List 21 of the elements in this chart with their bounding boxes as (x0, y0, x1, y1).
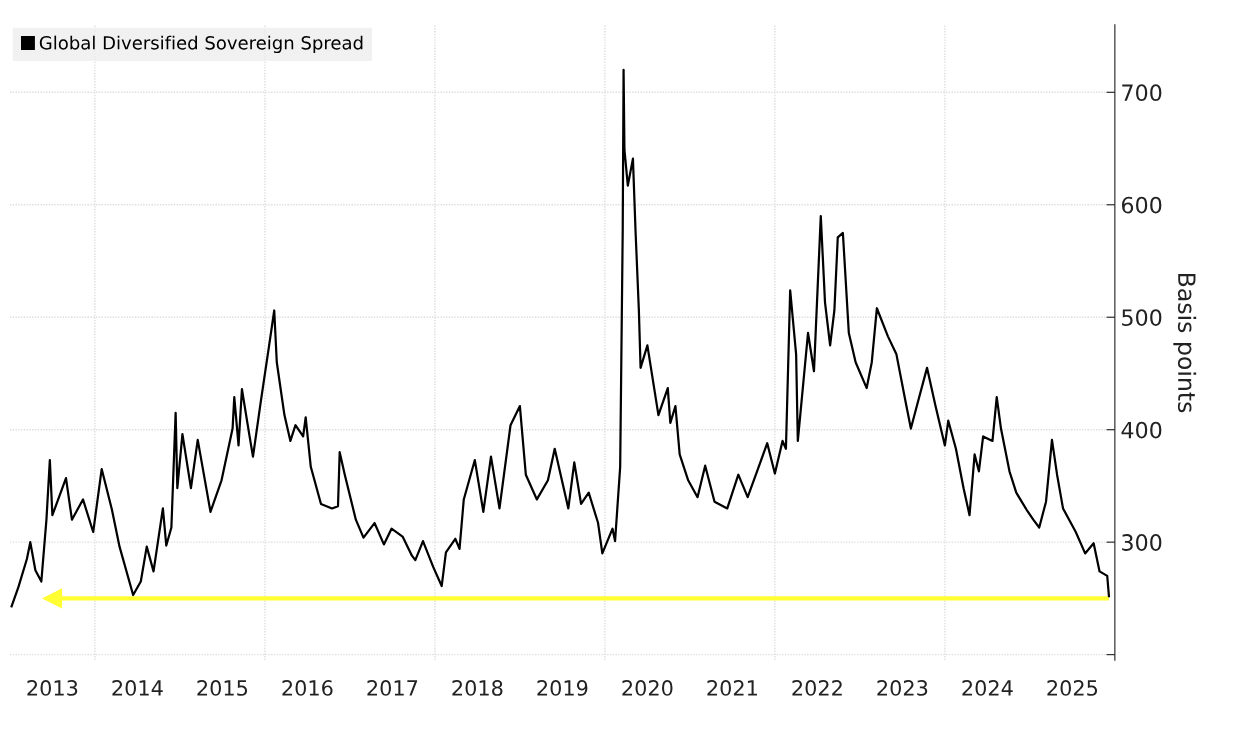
x-tick-label: 2015 (197, 680, 248, 696)
y-tick-label: 300 (1122, 534, 1162, 551)
x-tick-label: 2013 (27, 680, 78, 696)
x-tick-label: 2020 (622, 680, 673, 696)
x-tick-label: 2017 (367, 680, 418, 696)
y-tick-label: 700 (1122, 84, 1162, 102)
y-axis-title: Basis points (1173, 273, 1197, 413)
y-tick-label: 400 (1121, 421, 1162, 439)
x-tick-label: 2024 (962, 680, 1013, 696)
x-tick-label: 2018 (452, 680, 503, 696)
line-series (10, 68, 1111, 608)
y-tick-label: 500 (1122, 309, 1162, 326)
x-tick-label: 2016 (282, 680, 333, 696)
y-tick-label: 600 (1121, 196, 1162, 214)
x-tick-label: 2021 (707, 680, 757, 696)
x-tick-label: 2014 (112, 680, 163, 696)
legend-label: Global Diversified Sovereign Spread (39, 35, 363, 54)
x-tick-label: 2022 (792, 680, 842, 696)
x-tick-label: 2019 (537, 680, 588, 696)
x-tick-label: 2025 (1047, 680, 1098, 696)
x-tick-label: 2023 (877, 680, 928, 696)
